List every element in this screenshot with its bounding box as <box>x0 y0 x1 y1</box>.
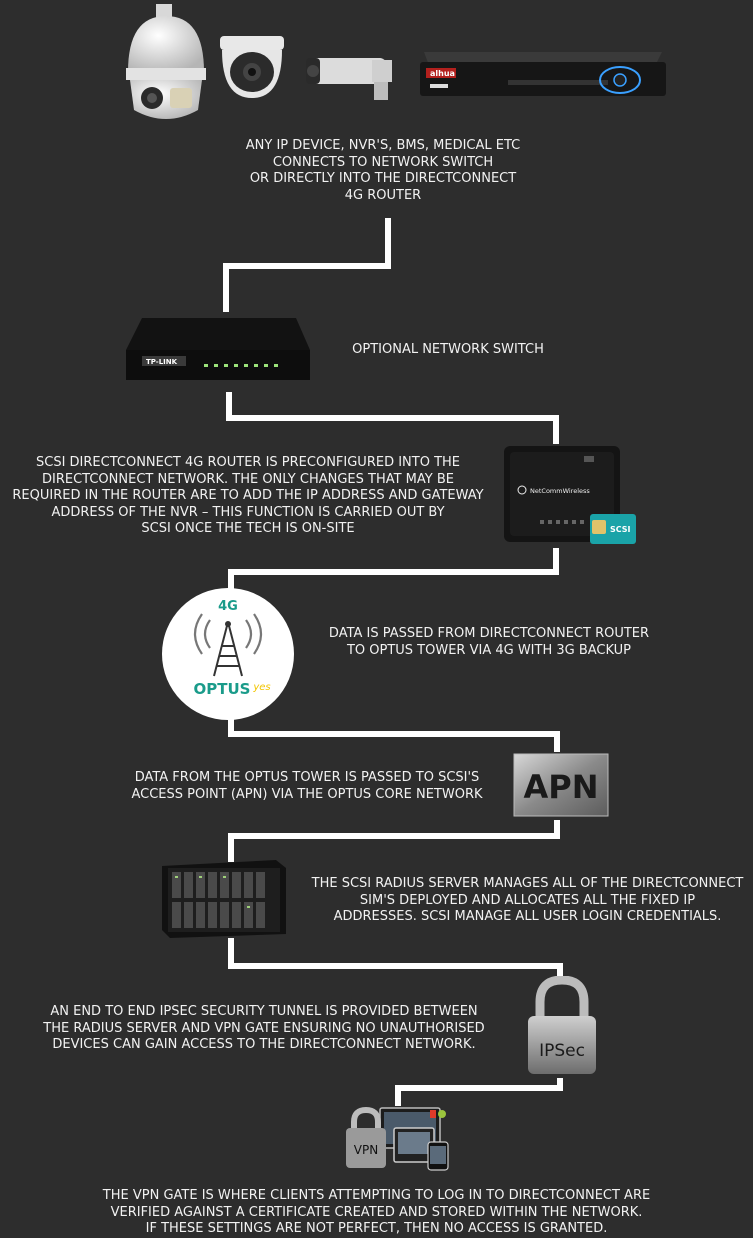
svg-text:alhua: alhua <box>430 69 455 78</box>
step-1-text: ANY IP DEVICE, NVR'S, BMS, MEDICAL ETC C… <box>245 138 521 203</box>
step-3-text: SCSI DIRECTCONNECT 4G ROUTER IS PRECONFI… <box>12 455 484 536</box>
svg-text:SCSI: SCSI <box>610 525 631 534</box>
step-4-text: DATA IS PASSED FROM DIRECTCONNECT ROUTER… <box>328 626 650 658</box>
ipsec-lock-icon: IPSec <box>528 976 596 1074</box>
ptz-camera-icon <box>126 4 206 119</box>
apn-icon: APN <box>513 753 609 817</box>
step-5-text: DATA FROM THE OPTUS TOWER IS PASSED TO S… <box>131 770 483 802</box>
4g-router-icon: NetCommWireless SCSI <box>504 446 636 544</box>
svg-text:TP-LINK: TP-LINK <box>146 358 178 366</box>
nvr-recorder-icon: alhua <box>420 52 666 96</box>
connector-4 <box>228 712 560 752</box>
bullet-camera-icon <box>306 58 392 100</box>
step-6-text: THE SCSI RADIUS SERVER MANAGES ALL OF TH… <box>311 876 744 924</box>
svg-text:VPN: VPN <box>354 1143 378 1157</box>
connector-2 <box>226 392 559 444</box>
network-switch-icon: TP-LINK <box>126 318 310 380</box>
connector-5 <box>228 820 560 862</box>
svg-text:NetCommWireless: NetCommWireless <box>530 487 590 495</box>
dome-camera-icon <box>220 36 284 98</box>
optus-tower-icon: 4G OPTUS yes <box>162 588 294 720</box>
vpn-gate-icon: VPN <box>346 1106 449 1171</box>
connector-3 <box>228 548 559 596</box>
step-7-text: AN END TO END IPSEC SECURITY TUNNEL IS P… <box>43 1004 485 1052</box>
connector-1 <box>223 218 391 312</box>
svg-text:4G: 4G <box>218 599 238 614</box>
step-2-text: OPTIONAL NETWORK SWITCH <box>352 342 544 357</box>
connector-7 <box>395 1078 563 1106</box>
svg-text:APN: APN <box>524 768 599 806</box>
radius-server-icon <box>162 860 286 938</box>
svg-text:OPTUS: OPTUS <box>194 680 251 698</box>
step-8-text: THE VPN GATE IS WHERE CLIENTS ATTEMPTING… <box>102 1188 651 1236</box>
svg-text:yes: yes <box>252 682 270 693</box>
svg-text:IPSec: IPSec <box>539 1041 585 1061</box>
connector-6 <box>228 938 563 982</box>
